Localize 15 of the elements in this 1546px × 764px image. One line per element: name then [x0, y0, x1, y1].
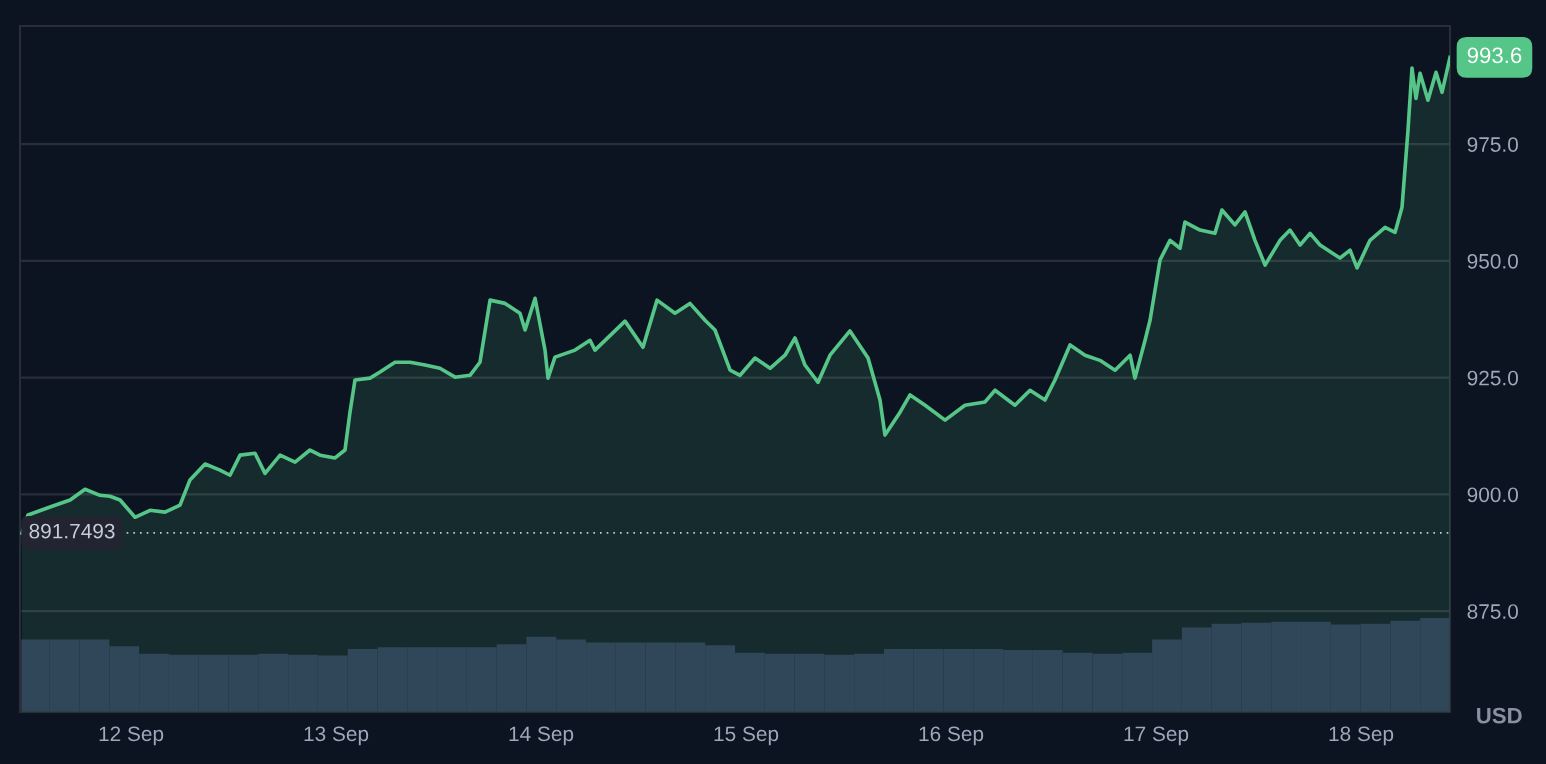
y-tick-label: 875.0 — [1467, 604, 1518, 619]
annotation: 993.6 — [1467, 47, 1522, 64]
y-tick-label: 950.0 — [1467, 253, 1518, 269]
x-tick-label: 18 Sep — [1329, 726, 1394, 746]
x-tick-label: 12 Sep — [99, 726, 164, 746]
ref-line-label: 891.7493 — [29, 523, 115, 539]
y-tick-label: 925.0 — [1467, 370, 1518, 386]
x-tick-label: 17 Sep — [1124, 726, 1189, 746]
x-tick-label: 16 Sep — [919, 726, 984, 746]
x-tick-label: 13 Sep — [304, 726, 369, 746]
y-axis-title: USD — [1477, 707, 1522, 724]
x-tick-label: 14 Sep — [509, 726, 574, 746]
y-tick-label: 975.0 — [1467, 137, 1518, 152]
x-tick-label: 15 Sep — [714, 726, 779, 746]
y-tick-label: 900.0 — [1467, 487, 1518, 503]
